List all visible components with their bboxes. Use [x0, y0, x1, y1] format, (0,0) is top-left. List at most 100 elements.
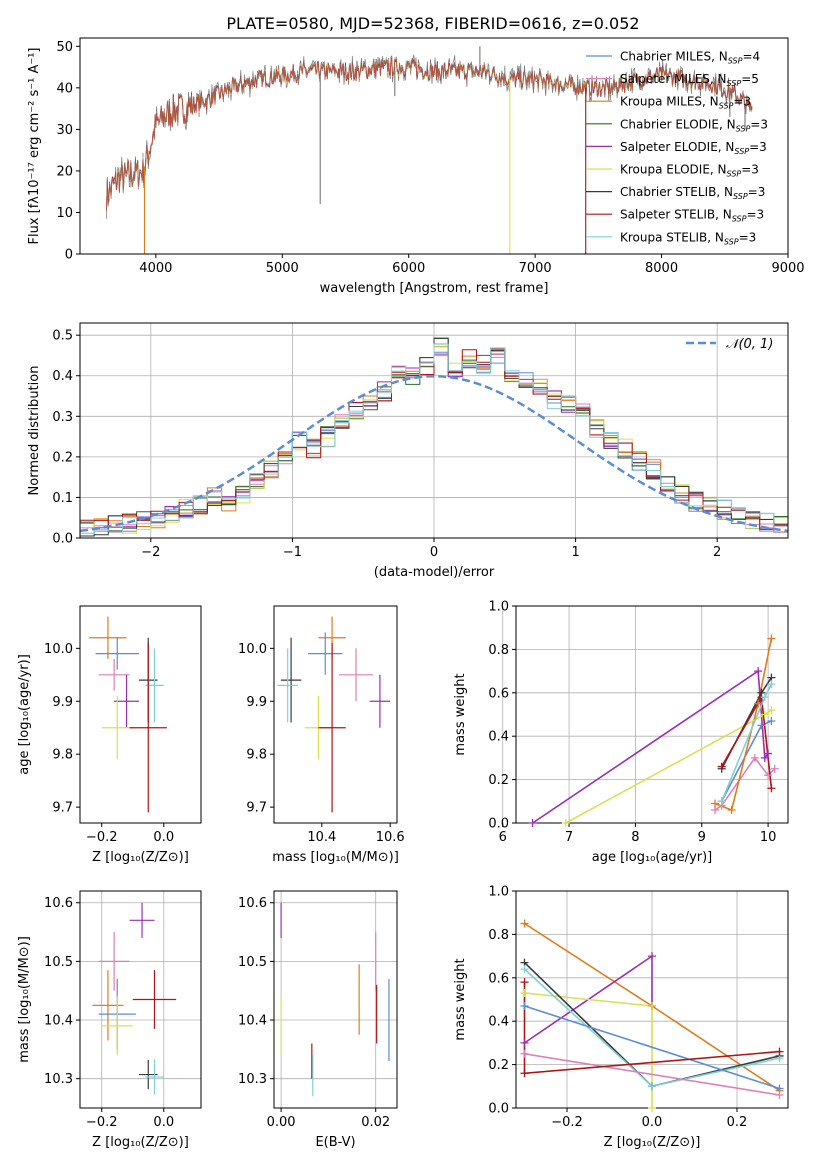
age_vs_Z-panel: −0.2 0.0 9.7 9.8 9.9 10.0 Z [log₁₀(Z/Z⊙)] age […: [17, 605, 202, 865]
residuals-xtick-label: 2: [713, 545, 721, 560]
residuals-panel: −2 −1 0 1 2 0.0 0.1 0.2 0.3 0.4 0.5 (data-model)/er…: [27, 322, 789, 580]
weight_vs_Z-marker-kroupa_elodie: [520, 988, 529, 997]
spectrum-legend-label: Salpeter ELODIE, NSSP=3: [620, 140, 767, 156]
weight_vs_Z-xtick-label: 0.0: [642, 1115, 663, 1130]
weight_vs_age-marker-salpeter_elodie: [754, 667, 763, 676]
weight_vs_Z-ytick-label: 0.8: [488, 928, 509, 943]
residuals-xtick-label: 1: [571, 545, 579, 560]
weight_vs_age-xtick-label: 8: [631, 830, 639, 845]
weight_vs_age-marker-kroupa_miles: [727, 805, 736, 814]
residuals-ytick-label: 0.4: [52, 369, 73, 384]
weight_vs_Z-marker-kroupa_miles: [520, 919, 529, 928]
weight_vs_age-marker-salpeter_miles: [764, 771, 773, 780]
weight_vs_age-ytick-label: 0.6: [488, 686, 509, 701]
weight_vs_age-marker-chabrier_miles: [767, 717, 776, 726]
weight_vs_Z-line-salpeter_miles: [524, 1053, 780, 1096]
spectrum-legend-label: Salpeter STELIB, NSSP=3: [620, 208, 764, 224]
residuals-ytick-label: 0.1: [52, 491, 73, 506]
spectrum-legend-label: Kroupa MILES, NSSP=3: [620, 95, 751, 111]
age_vs_mass-xlabel: mass [log₁₀(M/M⊙)]: [272, 850, 399, 865]
age_vs_Z-ytick-label: 9.7: [52, 801, 73, 816]
spectrum-xlabel: wavelength [Angstrom, rest frame]: [320, 281, 549, 296]
spectrum-legend: Chabrier MILES, NSSP=4 Salpeter MILES, NS…: [586, 50, 768, 246]
weight_vs_Z-ytick-label: 0.2: [488, 1058, 509, 1073]
weight_vs_Z-ytick-label: 0.6: [488, 971, 509, 986]
weight_vs_Z-marker-kroupa_stelib: [520, 965, 529, 974]
age_vs_Z-xtick-label: −0.2: [86, 830, 118, 845]
weight_vs_age-marker-kroupa_stelib: [717, 797, 726, 806]
weight_vs_Z-ytick-label: 0.0: [488, 1102, 509, 1117]
spectrum-xtick-label: 6000: [392, 261, 425, 276]
mass_vs_EBV-plot-area: [280, 902, 390, 1097]
weight_vs_age-ytick-label: 0.8: [488, 643, 509, 658]
weight_vs_age-marker-kroupa_elodie: [767, 706, 776, 715]
weight_vs_age-marker-salpeter_stelib: [767, 784, 776, 793]
mass_vs_EBV-frame: [273, 890, 398, 1109]
weight_vs_age-ytick-label: 0.2: [488, 773, 509, 788]
mass_vs_Z-plot-area: [92, 902, 177, 1095]
age_vs_Z-ytick-label: 9.9: [52, 695, 73, 710]
spectrum-legend-label: Chabrier ELODIE, NSSP=3: [620, 117, 768, 133]
spectrum-panel: 4000 5000 6000 7000 8000 9000 0 10 20 30 40 50 wavel…: [27, 37, 805, 296]
weight_vs_age-marker-salpeter_elodie: [528, 819, 537, 827]
mass_vs_EBV-ytick-label: 10.6: [238, 896, 267, 911]
mass_vs_Z-xlabel: Z [log₁₀(Z/Z⊙)]: [92, 1135, 189, 1150]
weight_vs_Z-marker-salpeter_miles: [775, 1090, 784, 1099]
age_vs_Z-xtick-label: 0.0: [153, 830, 174, 845]
weight_vs_Z-marker-kroupa_elodie: [648, 1002, 656, 1011]
normal-curve: [80, 374, 788, 533]
spectrum-legend-label: Chabrier STELIB, NSSP=3: [620, 185, 765, 201]
residuals-xtick-label: −2: [141, 545, 160, 560]
weight_vs_age-marker-salpeter_miles: [770, 764, 779, 773]
weight_vs_age-marker-salpeter_elodie: [764, 749, 773, 758]
spectrum-ytick-label: 50: [56, 40, 73, 55]
charts-container: 4000 5000 6000 7000 8000 900001020304050wavel…: [17, 37, 805, 1150]
weight_vs_Z-xtick-label: 0.2: [727, 1115, 748, 1130]
spectrum-xtick-label: 7000: [519, 261, 552, 276]
weight_vs_age-xtick-label: 6: [499, 830, 507, 845]
spectrum-plot-area: [106, 46, 753, 254]
age_vs_Z-plot-area: [89, 616, 167, 813]
age_vs_mass-plot-area: [277, 616, 391, 813]
weight_vs_age-marker-salpeter_stelib: [717, 762, 726, 771]
age_vs_Z-xlabel: Z [log₁₀(Z/Z⊙)]: [92, 850, 189, 865]
weight_vs_age-marker-kroupa_elodie: [561, 819, 570, 827]
weight_vs_Z-marker-salpeter_elodie: [520, 1038, 529, 1047]
age_vs_mass-ytick-label: 10.0: [238, 642, 267, 657]
weight_vs_age-panel: 6 7 8 9 10 0.0 0.2 0.4 0.6 0.8 1.0 age [log₁₀(age/y…: [453, 600, 789, 865]
weight_vs_age-marker-kroupa_stelib: [760, 693, 769, 702]
age_vs_Z-ytick-label: 9.8: [52, 748, 73, 763]
weight_vs_Z-marker-salpeter_miles: [520, 1049, 529, 1058]
weight_vs_Z-panel: −0.2 0.0 0.2 0.0 0.2 0.4 0.6 0.8 1.0 Z [log₁₀(Z/Z…: [453, 885, 789, 1150]
weight_vs_Z-xlabel: Z [log₁₀(Z/Z⊙)]: [604, 1135, 701, 1150]
residuals-plot-area: [80, 337, 788, 537]
weight_vs_age-xtick-label: 9: [698, 830, 706, 845]
mass_vs_Z-ytick-label: 10.4: [44, 1014, 73, 1029]
weight_vs_age-marker-chabrier_miles: [757, 721, 766, 730]
weight_vs_Z-ytick-label: 1.0: [488, 885, 509, 900]
mass_vs_EBV-panel: 0.00 0.02 10.3 10.4 10.5 10.6 E(B-V): [238, 890, 398, 1150]
age_vs_mass-xtick-label: 10.6: [376, 830, 405, 845]
spectrum-frame: [79, 37, 789, 255]
spectrum-legend-label: Kroupa ELODIE, NSSP=3: [620, 163, 759, 179]
spectrum-ytick-label: 20: [56, 164, 73, 179]
weight_vs_Z-ytick-label: 0.4: [488, 1015, 509, 1030]
residuals-ytick-label: 0.5: [52, 329, 73, 344]
age_vs_mass-xtick-label: 10.4: [307, 830, 336, 845]
spectrum-xtick-label: 5000: [266, 261, 299, 276]
mass_vs_EBV-xlabel: E(B-V): [315, 1135, 355, 1150]
weight_vs_age-xtick-label: 7: [565, 830, 573, 845]
weight_vs_Z-line-chabrier_miles: [524, 1005, 780, 1090]
spectrum-xtick-label: 4000: [139, 261, 172, 276]
mass_vs_Z-frame: [79, 890, 202, 1109]
mass_vs_Z-ytick-label: 10.6: [44, 896, 73, 911]
spectrum-legend-label: Kroupa STELIB, NSSP=3: [620, 230, 756, 246]
mass_vs_Z-xtick-label: −0.2: [86, 1115, 118, 1130]
mass_vs_Z-panel: −0.2 0.0 10.3 10.4 10.5 10.6 Z [log₁₀(Z/Z⊙)] ma…: [17, 890, 202, 1150]
mass_vs_Z-xtick-label: 0.0: [153, 1115, 174, 1130]
age_vs_mass-panel: 10.4 10.6 9.7 9.8 9.9 10.0 mass [log₁₀(M/M⊙)]: [238, 605, 405, 865]
figure-title: PLATE=0580, MJD=52368, FIBERID=0616, z=0…: [226, 14, 639, 33]
mass_vs_EBV-xtick-label: 0.02: [361, 1115, 390, 1130]
weight_vs_Z-ylabel: mass weight: [453, 958, 468, 1040]
